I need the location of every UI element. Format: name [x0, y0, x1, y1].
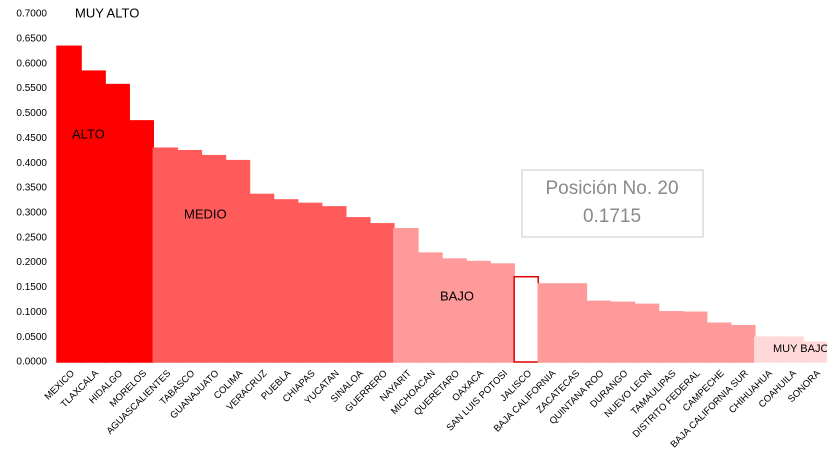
bar — [56, 45, 82, 363]
bar — [272, 199, 299, 363]
y-tick-label: 0.6000 — [16, 58, 47, 69]
bar — [152, 147, 179, 363]
bar — [441, 258, 467, 363]
bar — [489, 263, 515, 363]
y-tick-label: 0.4000 — [16, 158, 47, 169]
bar — [513, 275, 539, 363]
bar — [224, 159, 251, 363]
y-tick-label: 0.0000 — [16, 357, 47, 368]
bar — [176, 149, 203, 363]
bar — [537, 283, 564, 363]
y-tick-label: 0.2000 — [16, 257, 47, 268]
bar — [465, 260, 491, 363]
annotation: MUY BAJO — [773, 343, 827, 355]
callout-box — [521, 169, 704, 238]
y-tick-label: 0.5000 — [16, 108, 47, 119]
y-tick-label: 0.1000 — [16, 307, 47, 318]
y-tick-label: 0.0500 — [16, 332, 47, 343]
bar — [417, 252, 443, 363]
bar — [104, 83, 130, 363]
bar — [80, 70, 106, 363]
annotation: ALTO — [72, 126, 105, 141]
y-tick-label: 0.5500 — [16, 83, 47, 94]
annotation: BAJO — [440, 288, 474, 303]
y-tick-label: 0.7000 — [16, 9, 47, 20]
bar — [705, 322, 732, 363]
y-tick-label: 0.6500 — [16, 33, 47, 44]
bar — [393, 228, 419, 363]
bar — [730, 324, 756, 363]
y-tick-label: 0.4500 — [16, 133, 47, 144]
bar — [609, 301, 636, 363]
y-tick-label: 0.3500 — [16, 183, 47, 194]
callout-text: 0.1715 — [583, 206, 641, 227]
bar — [561, 283, 588, 363]
bar — [200, 154, 227, 363]
bar — [585, 300, 612, 363]
bar — [248, 193, 275, 363]
bar — [657, 311, 684, 363]
bar — [320, 206, 347, 363]
annotation: MUY ALTO — [75, 5, 139, 20]
bar — [369, 223, 395, 363]
bar — [681, 311, 708, 363]
bar — [802, 341, 827, 363]
y-tick-label: 0.1500 — [16, 282, 47, 293]
bar — [345, 217, 371, 363]
y-tick-label: 0.2500 — [16, 232, 47, 243]
bar — [633, 303, 660, 363]
y-tick-label: 0.3000 — [16, 207, 47, 218]
callout-text: Posición No. 20 — [545, 178, 678, 199]
bar — [296, 202, 323, 363]
annotation: MEDIO — [184, 206, 227, 221]
bar — [128, 120, 154, 363]
